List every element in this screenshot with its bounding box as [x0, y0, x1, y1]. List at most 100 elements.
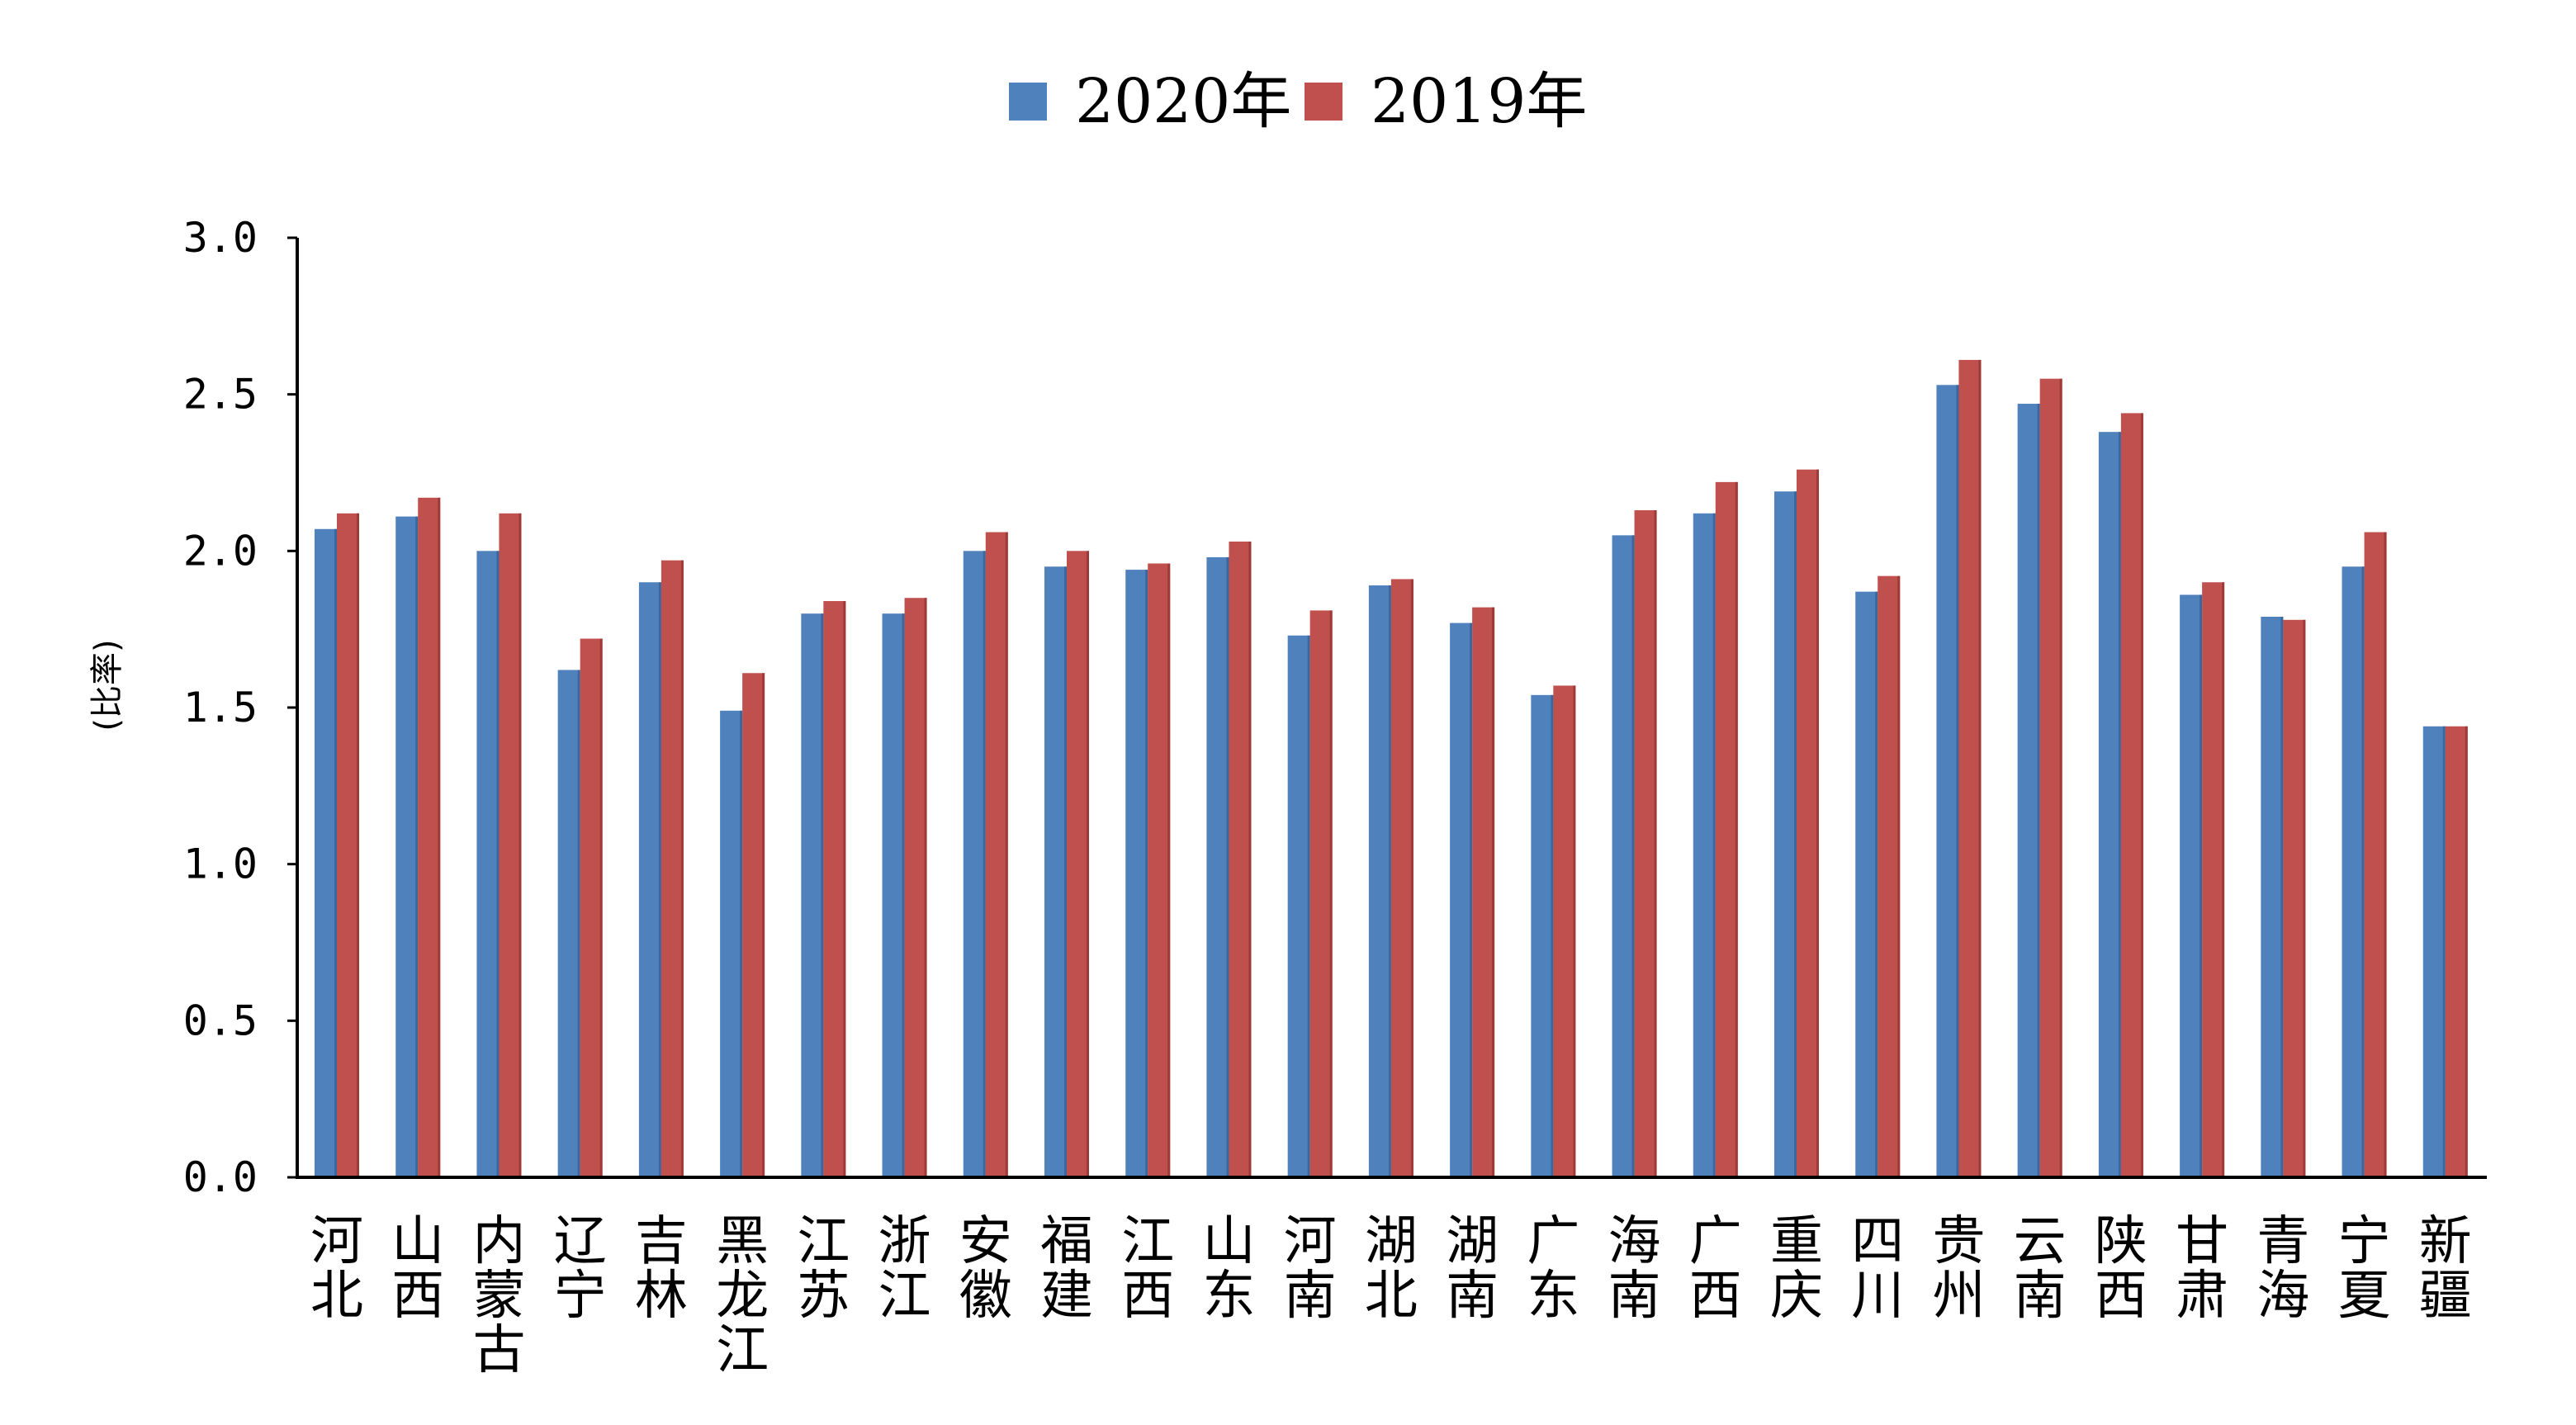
x-category-char: 海: [1608, 1211, 1661, 1272]
bar-series1-9: [963, 551, 986, 1177]
x-category-char: 重: [1770, 1211, 1823, 1272]
bar-series1-18: [1693, 513, 1716, 1177]
x-category-char: 贵: [1932, 1211, 1985, 1272]
bar-edge: [2059, 378, 2062, 1177]
x-category-label: 山西: [391, 1211, 444, 1327]
x-category-label: 湖南: [1446, 1211, 1499, 1327]
x-category-char: 南: [1608, 1266, 1661, 1327]
bar-series2-19: [1797, 469, 1819, 1177]
x-category-label: 广东: [1527, 1211, 1579, 1327]
bar-series1-27: [2422, 726, 2446, 1177]
y-tick-label: 0.0: [183, 1153, 258, 1201]
bar-edge: [334, 528, 337, 1177]
x-category-char: 龙: [716, 1266, 769, 1327]
x-category-char: 青: [2256, 1211, 2309, 1272]
x-category-label: 吉林: [635, 1211, 688, 1327]
bar-edge: [902, 613, 905, 1177]
x-category-char: 徽: [959, 1266, 1012, 1327]
bar-series2-3: [499, 513, 522, 1177]
bar-series2-17: [1634, 510, 1657, 1177]
x-category-label: 河南: [1284, 1211, 1337, 1327]
x-category-char: 北: [310, 1266, 363, 1327]
bar-edge: [1388, 585, 1391, 1177]
x-category-label: 陕西: [2095, 1211, 2147, 1327]
bar-edge: [599, 638, 603, 1177]
bar-edge: [1654, 510, 1657, 1177]
x-category-label: 重庆: [1770, 1211, 1823, 1327]
bar-edge: [519, 513, 522, 1177]
bar-series1-8: [882, 613, 905, 1177]
x-category-char: 吉: [635, 1211, 688, 1272]
bar-edge: [2037, 404, 2040, 1178]
bar-series2-5: [661, 560, 684, 1177]
bar-edge: [1167, 563, 1171, 1177]
x-category-char: 河: [1284, 1211, 1337, 1272]
x-category-char: 湖: [1365, 1211, 1418, 1272]
x-category-char: 西: [1689, 1266, 1742, 1327]
legend-swatch-2: [1305, 83, 1342, 121]
bar-series1-22: [2017, 404, 2040, 1178]
x-category-char: 夏: [2338, 1266, 2391, 1327]
legend-label-2: 2019年: [1371, 66, 1587, 137]
bar-series2-7: [823, 601, 846, 1177]
bar-edge: [1248, 541, 1252, 1177]
x-category-label: 福建: [1040, 1211, 1093, 1327]
bar-series2-26: [2364, 532, 2387, 1177]
bar-series1-19: [1774, 491, 1797, 1177]
bar-edge: [1794, 491, 1797, 1177]
x-category-label: 青海: [2256, 1211, 2309, 1327]
x-category-label: 江西: [1121, 1211, 1174, 1327]
bar-series1-5: [638, 582, 661, 1177]
x-category-char: 疆: [2419, 1266, 2472, 1327]
bar-series1-13: [1287, 635, 1310, 1177]
x-category-label: 浙江: [878, 1211, 931, 1327]
x-category-char: 苏: [797, 1266, 850, 1327]
y-tick-label: 0.5: [183, 997, 258, 1044]
bar-edge: [1005, 532, 1008, 1177]
x-category-char: 甘: [2176, 1211, 2228, 1272]
bar-series1-7: [801, 613, 824, 1177]
x-category-label: 江苏: [797, 1211, 850, 1327]
x-category-label: 湖北: [1365, 1211, 1418, 1327]
y-tick-label: 1.0: [183, 840, 258, 888]
bar-series1-10: [1044, 566, 1067, 1177]
x-category-char: 辽: [554, 1211, 607, 1272]
x-category-char: 新: [2419, 1211, 2472, 1272]
x-category-char: 宁: [2338, 1211, 2391, 1272]
bar-edge: [740, 710, 743, 1177]
x-category-char: 云: [2014, 1211, 2067, 1272]
y-tick-label: 2.5: [183, 371, 258, 419]
x-category-char: 福: [1040, 1211, 1093, 1272]
x-category-char: 南: [2014, 1266, 2067, 1327]
x-category-char: 西: [1121, 1266, 1174, 1327]
bar-edge: [415, 516, 419, 1177]
bar-edge: [1897, 575, 1901, 1177]
x-category-char: 西: [391, 1266, 444, 1327]
bar-edge: [1492, 607, 1495, 1177]
bar-series1-15: [1450, 623, 1473, 1177]
x-category-char: 林: [635, 1266, 688, 1327]
x-category-char: 广: [1527, 1211, 1579, 1272]
bar-series2-10: [1067, 551, 1089, 1177]
bar-edge: [1226, 556, 1229, 1177]
bar-edge: [2361, 566, 2365, 1177]
chart-legend: 2020年 2019年: [1009, 66, 1587, 137]
bar-edge: [577, 670, 580, 1177]
x-category-label: 内蒙古: [472, 1211, 525, 1381]
bar-edge: [438, 497, 441, 1177]
x-category-char: 江: [797, 1211, 850, 1272]
x-category-char: 山: [391, 1211, 444, 1272]
x-category-label: 安徽: [959, 1211, 1012, 1327]
x-category-char: 黑: [716, 1211, 769, 1272]
x-category-char: 广: [1689, 1211, 1742, 1272]
x-category-char: 古: [472, 1320, 525, 1381]
bar-series1-14: [1368, 585, 1391, 1177]
bar-series2-1: [337, 513, 359, 1177]
x-category-label: 甘肃: [2176, 1211, 2228, 1327]
y-tick-label: 2.0: [183, 527, 258, 575]
bar-series1-4: [557, 670, 580, 1177]
bar-series1-2: [395, 516, 419, 1177]
x-category-char: 内: [472, 1211, 525, 1272]
bar-series1-1: [315, 528, 337, 1177]
bar-series2-21: [1958, 359, 1982, 1177]
